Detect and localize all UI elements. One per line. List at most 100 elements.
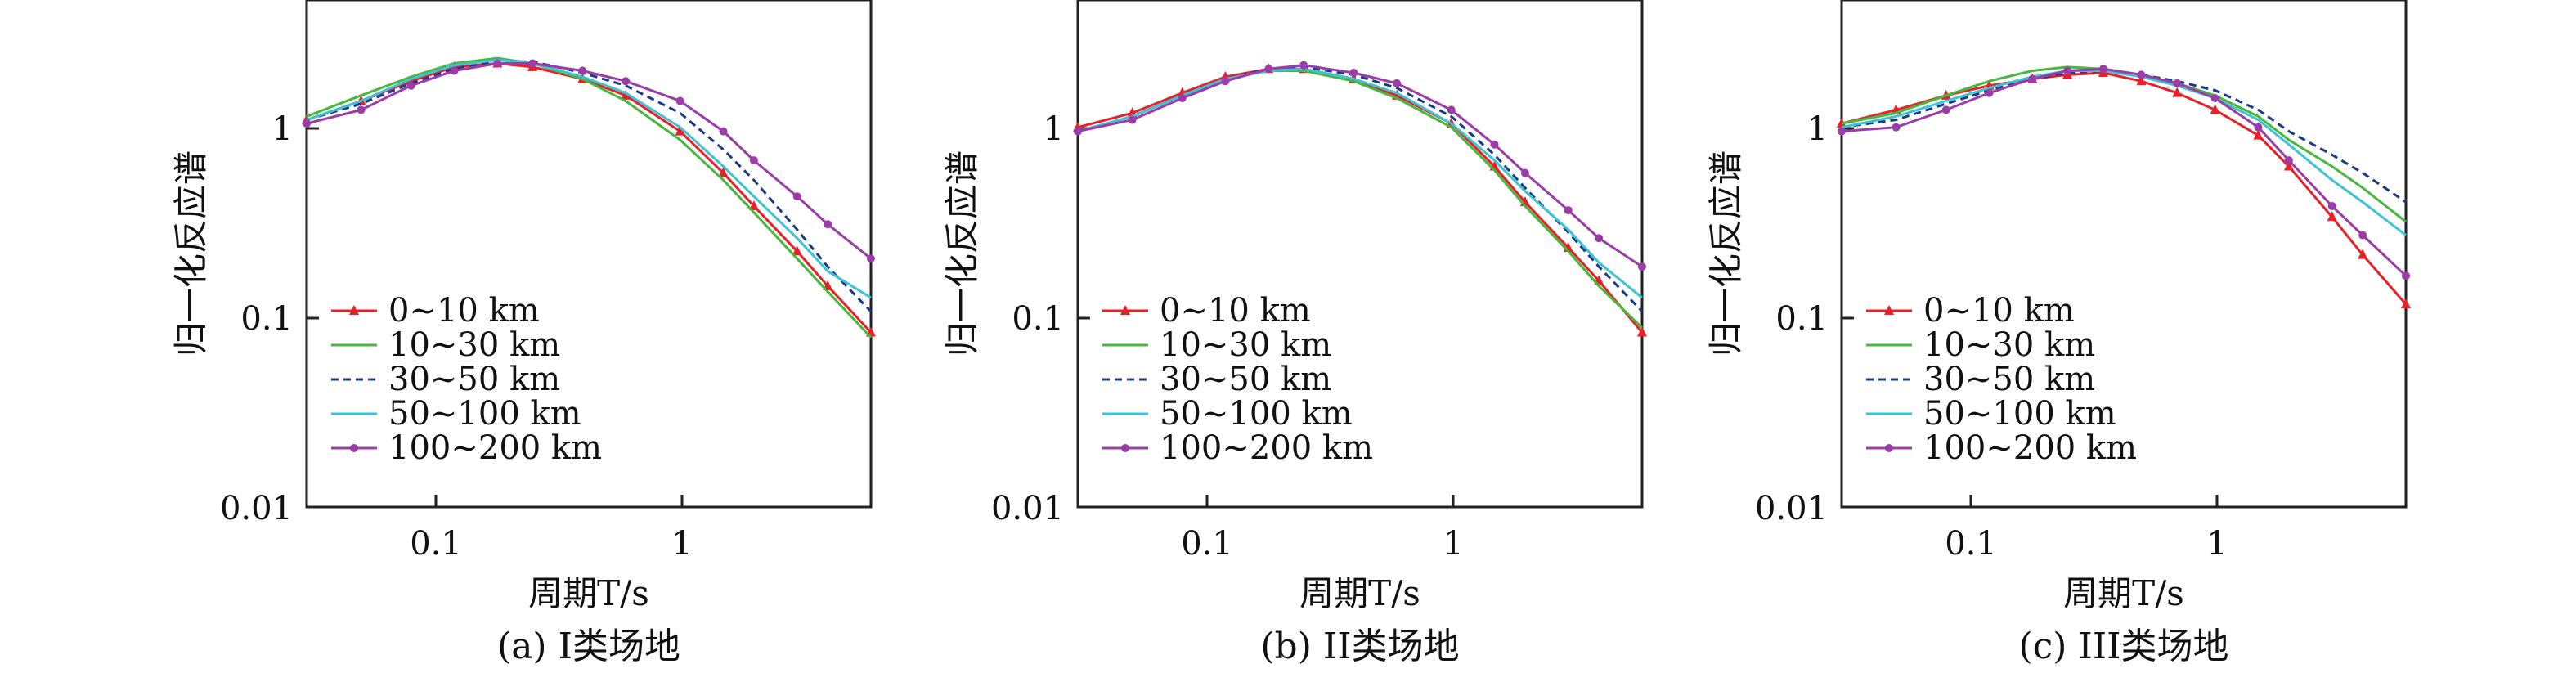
legend-label: 0~10 km <box>388 292 540 330</box>
data-point <box>2028 74 2037 83</box>
data-point <box>2173 79 2182 87</box>
data-point <box>675 96 684 105</box>
data-point <box>1447 105 1456 114</box>
y-tick-label: 0.01 <box>220 490 293 527</box>
ticks <box>1842 127 2219 507</box>
x-axis-label: 周期T/s <box>1299 573 1420 613</box>
data-point <box>1595 234 1604 243</box>
y-tick-labels: 1 0.1 0.01 <box>1755 110 1828 527</box>
data-point <box>675 125 685 136</box>
series-line <box>1841 70 2407 236</box>
series-line <box>306 58 872 299</box>
data-point <box>528 59 537 68</box>
x-tick-label: 0.1 <box>1181 525 1233 563</box>
legend-label: 50~100 km <box>1160 395 1353 433</box>
data-point <box>1490 140 1499 149</box>
legend-label: 0~10 km <box>1160 292 1311 330</box>
series-lines <box>302 56 876 339</box>
plot-frame <box>1076 0 1644 509</box>
data-point <box>1393 79 1402 87</box>
plot-frame <box>1840 0 2408 509</box>
legend-label: 30~50 km <box>1160 361 1331 398</box>
y-axis-label: 归一化反应谱 <box>1706 150 1746 357</box>
data-point <box>2136 75 2147 86</box>
x-tick-labels: 0.1 1 <box>410 525 693 563</box>
legend-marker <box>350 444 358 452</box>
series-lines <box>1073 61 1647 337</box>
series-line <box>306 62 872 260</box>
y-axis-label: 归一化反应谱 <box>171 150 211 357</box>
data-point <box>1299 61 1308 70</box>
x-tick-label: 1 <box>1443 525 1463 563</box>
data-point <box>2327 211 2337 222</box>
x-tick-label: 1 <box>671 525 692 563</box>
data-point <box>303 119 311 128</box>
y-tick-label: 1 <box>1807 110 1828 148</box>
data-point <box>1074 127 1082 136</box>
data-point <box>578 66 587 75</box>
series-line <box>306 61 873 334</box>
data-point <box>2358 249 2368 259</box>
y-tick-label: 0.01 <box>991 490 1064 527</box>
data-point <box>1892 123 1901 132</box>
series-line <box>1077 65 1644 312</box>
data-point <box>792 245 802 256</box>
data-point <box>2402 271 2410 280</box>
data-point <box>2283 160 2294 171</box>
data-point <box>2063 66 2072 75</box>
x-tick-label: 1 <box>2206 525 2227 563</box>
data-point <box>1264 65 1273 74</box>
data-point <box>1941 105 1950 114</box>
series-line <box>1841 69 2407 204</box>
y-tick-label: 1 <box>1043 110 1064 148</box>
data-point <box>2137 70 2146 79</box>
legend-marker <box>349 305 359 315</box>
data-point <box>2358 231 2367 240</box>
data-point <box>1838 127 1846 136</box>
data-point <box>748 200 759 210</box>
data-point <box>1128 115 1137 124</box>
data-point <box>450 66 459 75</box>
y-tick-labels: 1 0.1 0.01 <box>991 110 1064 527</box>
legend-label: 0~10 km <box>1923 292 2075 330</box>
data-point <box>2284 156 2293 165</box>
data-point <box>2254 123 2263 132</box>
ticks <box>307 127 684 507</box>
data-point <box>621 89 631 100</box>
series-line <box>1077 64 1643 268</box>
legend-label: 100~200 km <box>1923 429 2137 467</box>
x-tick-label: 0.1 <box>410 525 462 563</box>
data-point <box>1637 326 1647 337</box>
data-point <box>1178 94 1187 103</box>
legend-marker <box>1884 305 1894 315</box>
y-tick-label: 0.1 <box>240 300 293 338</box>
data-point <box>1638 262 1646 271</box>
data-point <box>719 127 728 136</box>
panel-caption: (c) III类场地 <box>2018 626 2228 667</box>
panel-caption: (a) I类场地 <box>497 626 680 667</box>
data-point <box>2327 201 2336 210</box>
y-tick-label: 0.01 <box>1755 490 1828 527</box>
x-axis-label: 周期T/s <box>528 573 649 613</box>
data-point <box>2210 94 2219 103</box>
data-point <box>718 167 729 177</box>
legend-label: 30~50 km <box>1923 361 2095 398</box>
data-point <box>824 220 832 229</box>
series-line <box>306 60 873 312</box>
plot-frame <box>305 0 873 509</box>
legend-label: 100~200 km <box>388 429 602 467</box>
data-point <box>1985 88 1994 97</box>
y-tick-labels: 1 0.1 0.01 <box>220 110 293 527</box>
y-tick-label: 0.1 <box>1012 300 1064 338</box>
panel-caption: (b) II类场地 <box>1260 626 1459 667</box>
legend-label: 10~30 km <box>1923 326 2095 364</box>
y-tick-label: 1 <box>272 110 293 148</box>
data-point <box>357 105 366 114</box>
series-line <box>306 56 873 339</box>
legend-marker <box>1121 444 1129 452</box>
